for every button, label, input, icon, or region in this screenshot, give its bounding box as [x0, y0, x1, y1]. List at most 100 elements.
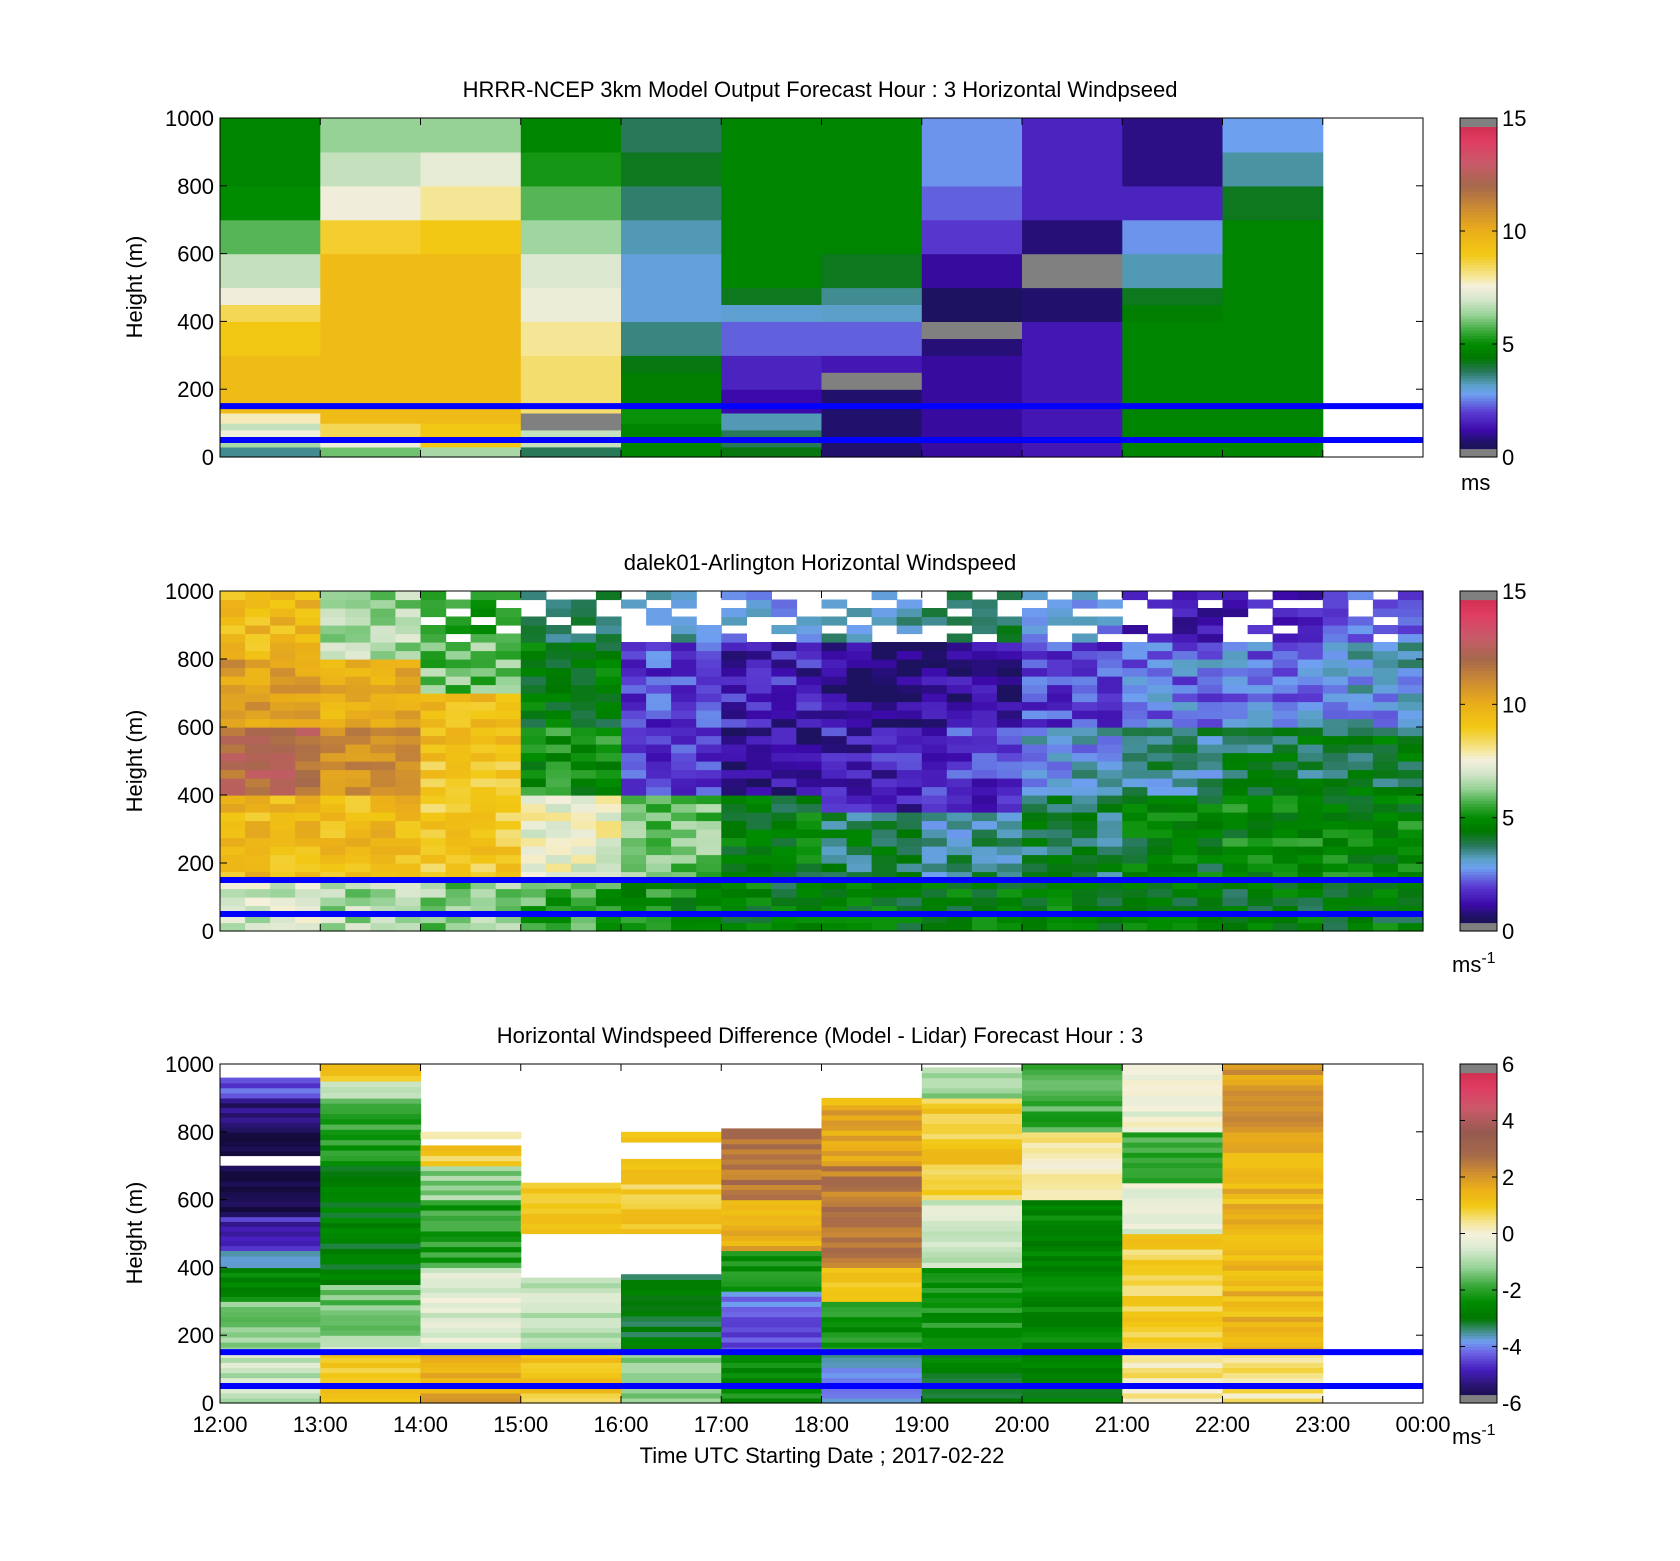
heatmap-cell — [470, 820, 497, 830]
heatmap-cell — [1097, 905, 1123, 915]
heatmap-cell — [921, 1327, 1023, 1333]
heatmap-cell — [1022, 735, 1048, 745]
heatmap-cell — [821, 905, 848, 915]
heatmap-cell — [721, 1230, 823, 1236]
colorbar-band — [1460, 1143, 1497, 1147]
colorbar-band — [1460, 874, 1497, 878]
heatmap-cell — [1222, 608, 1249, 618]
heatmap-cell — [646, 820, 672, 830]
heatmap-cell — [420, 1210, 522, 1216]
heatmap-cell — [1297, 676, 1324, 686]
heatmap-cell — [1372, 829, 1399, 839]
heatmap-cell — [1172, 667, 1199, 677]
heatmap-cell — [470, 650, 497, 660]
heatmap-cell — [721, 1397, 823, 1404]
heatmap-cell — [871, 616, 898, 626]
colorbar-band — [1460, 403, 1497, 407]
heatmap-cell — [746, 778, 772, 788]
heatmap-cell — [420, 676, 447, 686]
heatmap-cell — [671, 625, 697, 635]
heatmap-cell — [821, 1236, 923, 1243]
heatmap-cell — [1122, 710, 1148, 720]
heatmap-cell — [420, 786, 447, 796]
colorbar-band — [1460, 894, 1497, 898]
heatmap-cell — [1297, 735, 1324, 745]
heatmap-cell — [1322, 837, 1349, 847]
heatmap-cell — [996, 735, 1023, 745]
heatmap-cell — [545, 752, 572, 762]
heatmap-cell — [921, 1082, 1023, 1089]
heatmap-cell — [1022, 880, 1048, 890]
heatmap-cell — [696, 667, 722, 677]
heatmap-cell — [395, 650, 422, 660]
heatmap-cell — [470, 837, 497, 847]
heatmap-cell — [696, 761, 722, 771]
heatmap-cell — [946, 846, 973, 856]
colorbar-band — [1460, 619, 1497, 623]
heatmap-cell — [846, 659, 873, 669]
heatmap-cell — [646, 837, 672, 847]
heatmap-cell — [420, 914, 447, 924]
heatmap-cell — [746, 803, 772, 813]
heatmap-cell — [1222, 599, 1249, 609]
heatmap-cell — [320, 1258, 422, 1265]
heatmap-cell — [1122, 863, 1148, 873]
heatmap-cell — [721, 846, 747, 856]
heatmap-cell — [320, 1081, 422, 1088]
heatmap-cell — [821, 803, 848, 813]
heatmap-cell — [570, 880, 597, 890]
heatmap-cell — [1022, 761, 1048, 771]
heatmap-cell — [520, 880, 547, 890]
heatmap-cell — [1072, 854, 1098, 864]
heatmap-cell — [1022, 1095, 1123, 1102]
heatmap-cell — [1147, 863, 1173, 873]
heatmap-cell — [545, 871, 572, 881]
heatmap-cell — [320, 863, 346, 873]
heatmap-cell — [821, 1311, 923, 1318]
colorbar-band — [1460, 451, 1497, 455]
heatmap-cell — [1272, 727, 1299, 737]
colorbar-band — [1460, 1236, 1497, 1240]
heatmap-cell — [771, 676, 798, 686]
heatmap-cell — [896, 599, 923, 609]
heatmap-cell — [1047, 795, 1073, 805]
heatmap-cell — [220, 863, 246, 873]
colorbar-band — [1460, 905, 1497, 909]
heatmap-cell — [971, 735, 998, 745]
heatmap-cell — [821, 1226, 923, 1233]
heatmap-cell — [921, 905, 948, 915]
heatmap-cell — [495, 846, 522, 856]
heatmap-cell — [646, 778, 672, 788]
heatmap-cell — [921, 1179, 1023, 1185]
heatmap-cell — [395, 854, 422, 864]
heatmap-cell — [345, 735, 371, 745]
heatmap-cell — [420, 1194, 522, 1201]
heatmap-cell — [1122, 1172, 1224, 1179]
heatmap-cell — [646, 795, 672, 805]
colorbar-band — [1460, 902, 1497, 907]
heatmap-cell — [1222, 1331, 1324, 1338]
heatmap-cell — [445, 812, 472, 822]
colorbar-band — [1460, 180, 1497, 184]
heatmap-cell — [570, 710, 597, 720]
heatmap-cell — [1022, 1110, 1123, 1117]
panel-lidar-colorbar-label: ms-1 — [1452, 950, 1496, 977]
heatmap-cell — [1047, 871, 1073, 881]
heatmap-cell — [1047, 914, 1073, 924]
heatmap-cell — [1147, 633, 1173, 643]
heatmap-cell — [420, 423, 522, 448]
heatmap-cell — [520, 1367, 622, 1374]
heatmap-cell — [1172, 837, 1199, 847]
colorbar-tick-label: 5 — [1502, 806, 1514, 831]
heatmap-cell — [595, 633, 622, 643]
colorbar-band — [1460, 1092, 1497, 1096]
heatmap-cell — [821, 1336, 923, 1343]
heatmap-cell — [1222, 1147, 1324, 1153]
heatmap-cell — [345, 778, 371, 788]
heatmap-cell — [520, 871, 547, 881]
colorbar-band — [1460, 786, 1497, 790]
heatmap-cell — [495, 854, 522, 864]
heatmap-cell — [1172, 914, 1199, 924]
heatmap-cell — [1047, 701, 1073, 711]
